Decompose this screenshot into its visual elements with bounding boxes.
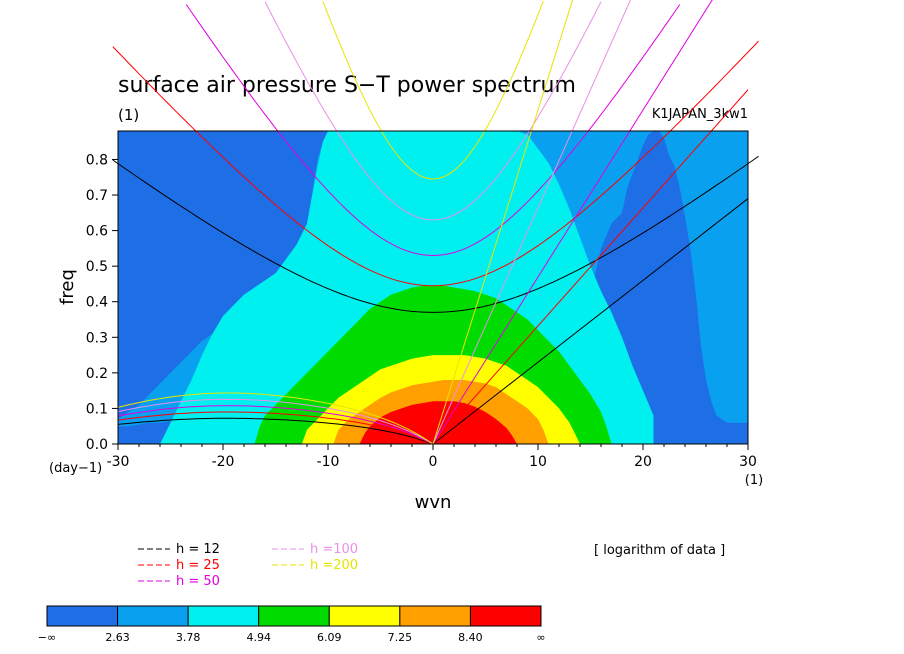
log-note: [ logarithm of data ] [594, 543, 725, 558]
legend-label: h = 12 [176, 542, 220, 557]
y-tick-label: 0.1 [86, 401, 108, 417]
dispersion-curve-h25 [112, 40, 759, 287]
legend-label: h =100 [310, 542, 358, 557]
colorbar-cell [46, 605, 119, 627]
dispersion-curve-h200 [322, 1, 544, 180]
colorbar-label: 7.25 [388, 631, 413, 644]
low-branch-h12 [118, 417, 434, 444]
run-label: K1JAPAN_3kw1 [652, 107, 748, 122]
y-tick-label: 0.3 [86, 330, 108, 346]
dispersion-curves-outer [112, 0, 759, 445]
chart-title: surface air pressure S−T power spectrum [118, 73, 576, 98]
colorbar-label: 6.09 [317, 631, 342, 644]
x-tick-label: -20 [212, 454, 235, 470]
colorbar-label: 3.78 [176, 631, 201, 644]
colorbar-cell [399, 605, 471, 627]
kelvin-line-h100 [432, 0, 631, 445]
low-branch-h25 [118, 411, 434, 444]
colorbar-cell [328, 605, 401, 627]
colorbar-cell [117, 605, 189, 627]
kelvin-line-h25 [432, 89, 749, 445]
dispersion-curve-h12 [112, 155, 759, 313]
x-axis-unit: (1) [745, 473, 763, 488]
title-unit: (1) [118, 106, 139, 124]
dispersion-curve-h50 [185, 4, 681, 257]
colorbar-label: 4.94 [246, 631, 271, 644]
x-axis: -30 -20 -10 0 10 20 30 [107, 444, 757, 470]
x-tick-label: 0 [429, 454, 438, 470]
kelvin-line-h12 [432, 198, 749, 445]
y-axis: 0.0 0.1 0.2 0.3 0.4 0.5 0.6 0.7 0.8 [86, 152, 118, 453]
x-tick-label: 30 [739, 454, 757, 470]
dispersion-curve-h100 [264, 1, 602, 221]
colorbar-label: 2.63 [105, 631, 130, 644]
x-tick-label: -10 [317, 454, 340, 470]
y-tick-label: 0.2 [86, 366, 108, 382]
x-tick-label: -30 [107, 454, 130, 470]
colorbar-label: ∞ [536, 631, 545, 644]
colorbar-cell [258, 605, 330, 627]
y-axis-label: freq [57, 269, 78, 305]
y-axis-unit: (day−1) [49, 461, 102, 476]
y-tick-label: 0.7 [86, 188, 108, 204]
legend-label: h = 25 [176, 558, 220, 573]
colorbar-label: 8.40 [458, 631, 483, 644]
x-tick-label: 10 [529, 454, 547, 470]
y-tick-label: 0.0 [86, 437, 108, 453]
low-branch-h200 [118, 392, 434, 444]
y-tick-label: 0.8 [86, 152, 108, 168]
y-tick-label: 0.6 [86, 224, 108, 240]
y-tick-label: 0.5 [86, 259, 108, 275]
colorbar-cell [469, 605, 542, 627]
low-branch-h100 [118, 398, 434, 444]
colorbar-cell [187, 605, 260, 627]
x-axis-label: wvn [415, 492, 452, 513]
y-tick-label: 0.4 [86, 295, 108, 311]
contour-level-6 [359, 401, 517, 444]
kelvin-line-h200 [432, 0, 574, 445]
legend-label: h =200 [310, 558, 358, 573]
dispersion-curves-inner [118, 392, 434, 444]
low-branch-h50 [118, 405, 434, 444]
legend-label: h = 50 [176, 574, 220, 589]
colorbar-label: −∞ [38, 631, 56, 644]
kelvin-line-h50 [432, 0, 713, 445]
x-tick-label: 20 [634, 454, 652, 470]
colorbar: −∞ 2.63 3.78 4.94 6.09 7.25 8.40 ∞ [38, 605, 546, 644]
